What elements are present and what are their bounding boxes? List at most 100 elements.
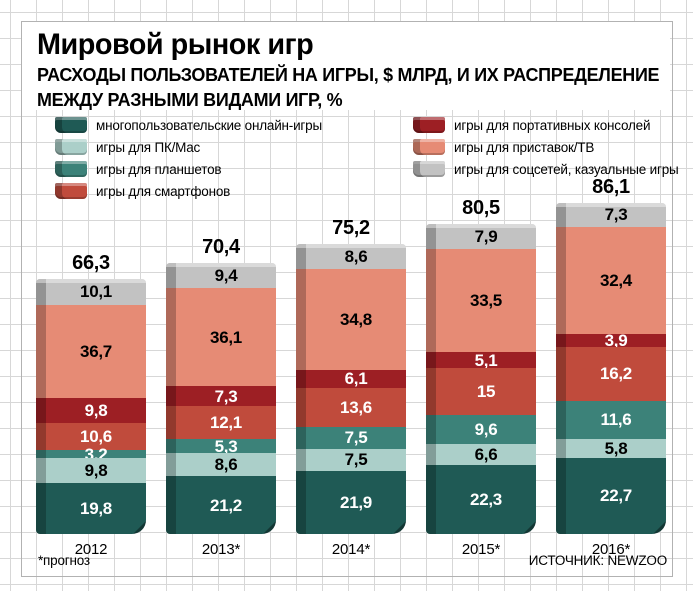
subtitle-line-2: МЕЖДУ РАЗНЫМИ ВИДАМИ ИГР, % bbox=[37, 88, 343, 110]
stacked-bar-2015: 7,9 33,5 5,1 15 9,6 6,6 22,3 bbox=[426, 224, 536, 534]
segment-value-label: 16,2 bbox=[600, 364, 632, 384]
subtitle-line-1: РАСХОДЫ ПОЛЬЗОВАТЕЛЕЙ НА ИГРЫ, $ МЛРД, И… bbox=[37, 64, 660, 85]
bar-segment: 6,6 bbox=[426, 444, 536, 465]
bar-segment: 10,1 bbox=[36, 278, 146, 305]
segment-value-label: 32,4 bbox=[600, 270, 632, 290]
segment-value-label: 36,1 bbox=[210, 327, 242, 347]
legend-label: многопользовательские онлайн-игры bbox=[96, 117, 322, 133]
segment-value-label: 6,1 bbox=[344, 369, 368, 389]
segment-value-label: 15 bbox=[476, 381, 496, 401]
bar-segment: 13,6 bbox=[296, 387, 406, 428]
legend-item: игры для ПК/Mac bbox=[55, 136, 322, 158]
bar-segment: 9,8 bbox=[36, 398, 146, 424]
bar-segment: 7,5 bbox=[296, 427, 406, 449]
bar-segment: 7,9 bbox=[426, 224, 536, 249]
segment-value-label: 8,6 bbox=[214, 455, 238, 475]
bar-segment: 3,9 bbox=[556, 331, 666, 351]
segment-value-label: 36,7 bbox=[80, 341, 112, 361]
segment-value-label: 7,3 bbox=[214, 386, 238, 406]
bar-segment: 9,4 bbox=[166, 262, 276, 289]
segment-value-label: 5,8 bbox=[604, 439, 628, 459]
legend-column-right: игры для портативных консолей игры для пр… bbox=[413, 114, 679, 180]
legend-item: игры для соцсетей, казуальные игры bbox=[413, 158, 679, 180]
bar-corner-shade bbox=[523, 520, 536, 534]
bar-segment: 34,8 bbox=[296, 269, 406, 371]
category-label: 2014* bbox=[331, 541, 371, 558]
legend-label: игры для ПК/Mac bbox=[96, 139, 201, 155]
segment-value-label: 19,8 bbox=[80, 499, 112, 519]
segment-value-label: 9,6 bbox=[474, 420, 498, 439]
legend-label: игры для смартфонов bbox=[96, 183, 231, 199]
bar-segment: 9,6 bbox=[426, 414, 536, 445]
legend-swatch-icon bbox=[413, 117, 445, 133]
segment-value-label: 3,9 bbox=[604, 331, 628, 351]
bar-segment: 11,6 bbox=[556, 400, 666, 440]
legend-label: игры для портативных консолей bbox=[454, 117, 651, 133]
legend-swatch-icon bbox=[55, 183, 87, 199]
bar-segment: 21,9 bbox=[296, 470, 406, 534]
segment-value-label: 33,5 bbox=[470, 290, 502, 310]
segment-value-label: 7,9 bbox=[474, 226, 498, 246]
legend-item: многопользовательские онлайн-игры bbox=[55, 114, 322, 136]
legend-swatch-icon bbox=[413, 139, 445, 155]
bar-total-label: 80,5 bbox=[462, 197, 500, 220]
segment-value-label: 12,1 bbox=[210, 412, 242, 432]
segment-value-label: 9,8 bbox=[84, 401, 108, 421]
legend-label: игры для планшетов bbox=[96, 161, 222, 177]
bar-segment: 3,2 bbox=[36, 446, 146, 463]
category-label: 2015* bbox=[461, 541, 501, 558]
bar-segment: 10,6 bbox=[36, 423, 146, 451]
segment-value-label: 10,6 bbox=[80, 427, 112, 447]
bar-segment: 9,8 bbox=[36, 458, 146, 484]
legend-item: игры для планшетов bbox=[55, 158, 322, 180]
bar-segment: 7,5 bbox=[296, 448, 406, 471]
segment-value-label: 22,7 bbox=[600, 486, 632, 506]
legend-item: игры для портативных консолей bbox=[413, 114, 679, 136]
bar-corner-shade bbox=[133, 520, 146, 534]
legend-swatch-icon bbox=[55, 117, 87, 133]
stacked-bar-2016: 7,3 32,4 3,9 16,2 11,6 5,8 22,7 bbox=[556, 202, 666, 534]
segment-value-label: 11,6 bbox=[600, 410, 632, 430]
stacked-bar-2013: 9,4 36,1 7,3 12,1 5,3 8,6 21,2 bbox=[166, 262, 276, 534]
bar-segment: 36,1 bbox=[166, 288, 276, 387]
forecast-footnote: *прогноз bbox=[38, 553, 90, 568]
bar-total-label: 66,3 bbox=[72, 251, 110, 274]
legend-label: игры для соцсетей, казуальные игры bbox=[454, 161, 679, 177]
bar-segment: 16,2 bbox=[556, 347, 666, 401]
bar-segment: 22,3 bbox=[426, 464, 536, 534]
bar-segment: 5,3 bbox=[166, 436, 276, 456]
bar-total-label: 70,4 bbox=[202, 235, 240, 258]
panel-border bbox=[21, 21, 673, 577]
title-block: Мировой рынок игр РАСХОДЫ ПОЛЬЗОВАТЕЛЕЙ … bbox=[22, 22, 670, 110]
segment-value-label: 9,8 bbox=[84, 461, 108, 481]
segment-value-label: 22,3 bbox=[470, 489, 502, 509]
bar-corner-shade bbox=[393, 520, 406, 534]
bar-segment: 7,3 bbox=[166, 386, 276, 407]
bar-segment: 7,3 bbox=[556, 202, 666, 227]
bar-segment: 8,6 bbox=[296, 244, 406, 270]
category-label: 2012 bbox=[74, 541, 108, 558]
bar-segment: 22,7 bbox=[556, 458, 666, 534]
segment-value-label: 13,6 bbox=[340, 397, 372, 417]
bar-segment: 5,1 bbox=[426, 352, 536, 369]
segment-value-label: 21,2 bbox=[210, 495, 242, 515]
segment-value-label: 10,1 bbox=[80, 282, 112, 302]
segment-value-label: 5,3 bbox=[214, 436, 238, 456]
category-label: 2013* bbox=[201, 541, 241, 558]
bar-segment: 36,7 bbox=[36, 304, 146, 399]
source-credit: ИСТОЧНИК: NEWZOO bbox=[528, 553, 667, 568]
bar-corner-shade bbox=[263, 520, 276, 534]
bar-total-label: 75,2 bbox=[332, 217, 370, 240]
legend-item: игры для смартфонов bbox=[55, 180, 322, 202]
bar-segment: 5,8 bbox=[556, 439, 666, 459]
bar-segment: 32,4 bbox=[556, 226, 666, 335]
bar-segment: 15 bbox=[426, 368, 536, 415]
legend-swatch-icon bbox=[55, 139, 87, 155]
segment-value-label: 6,6 bbox=[474, 445, 498, 465]
segment-value-label: 21,9 bbox=[340, 492, 372, 512]
legend-item: игры для приставок/ТВ bbox=[413, 136, 679, 158]
bar-total-label: 86,1 bbox=[592, 175, 630, 198]
page-title: Мировой рынок игр bbox=[37, 28, 314, 61]
